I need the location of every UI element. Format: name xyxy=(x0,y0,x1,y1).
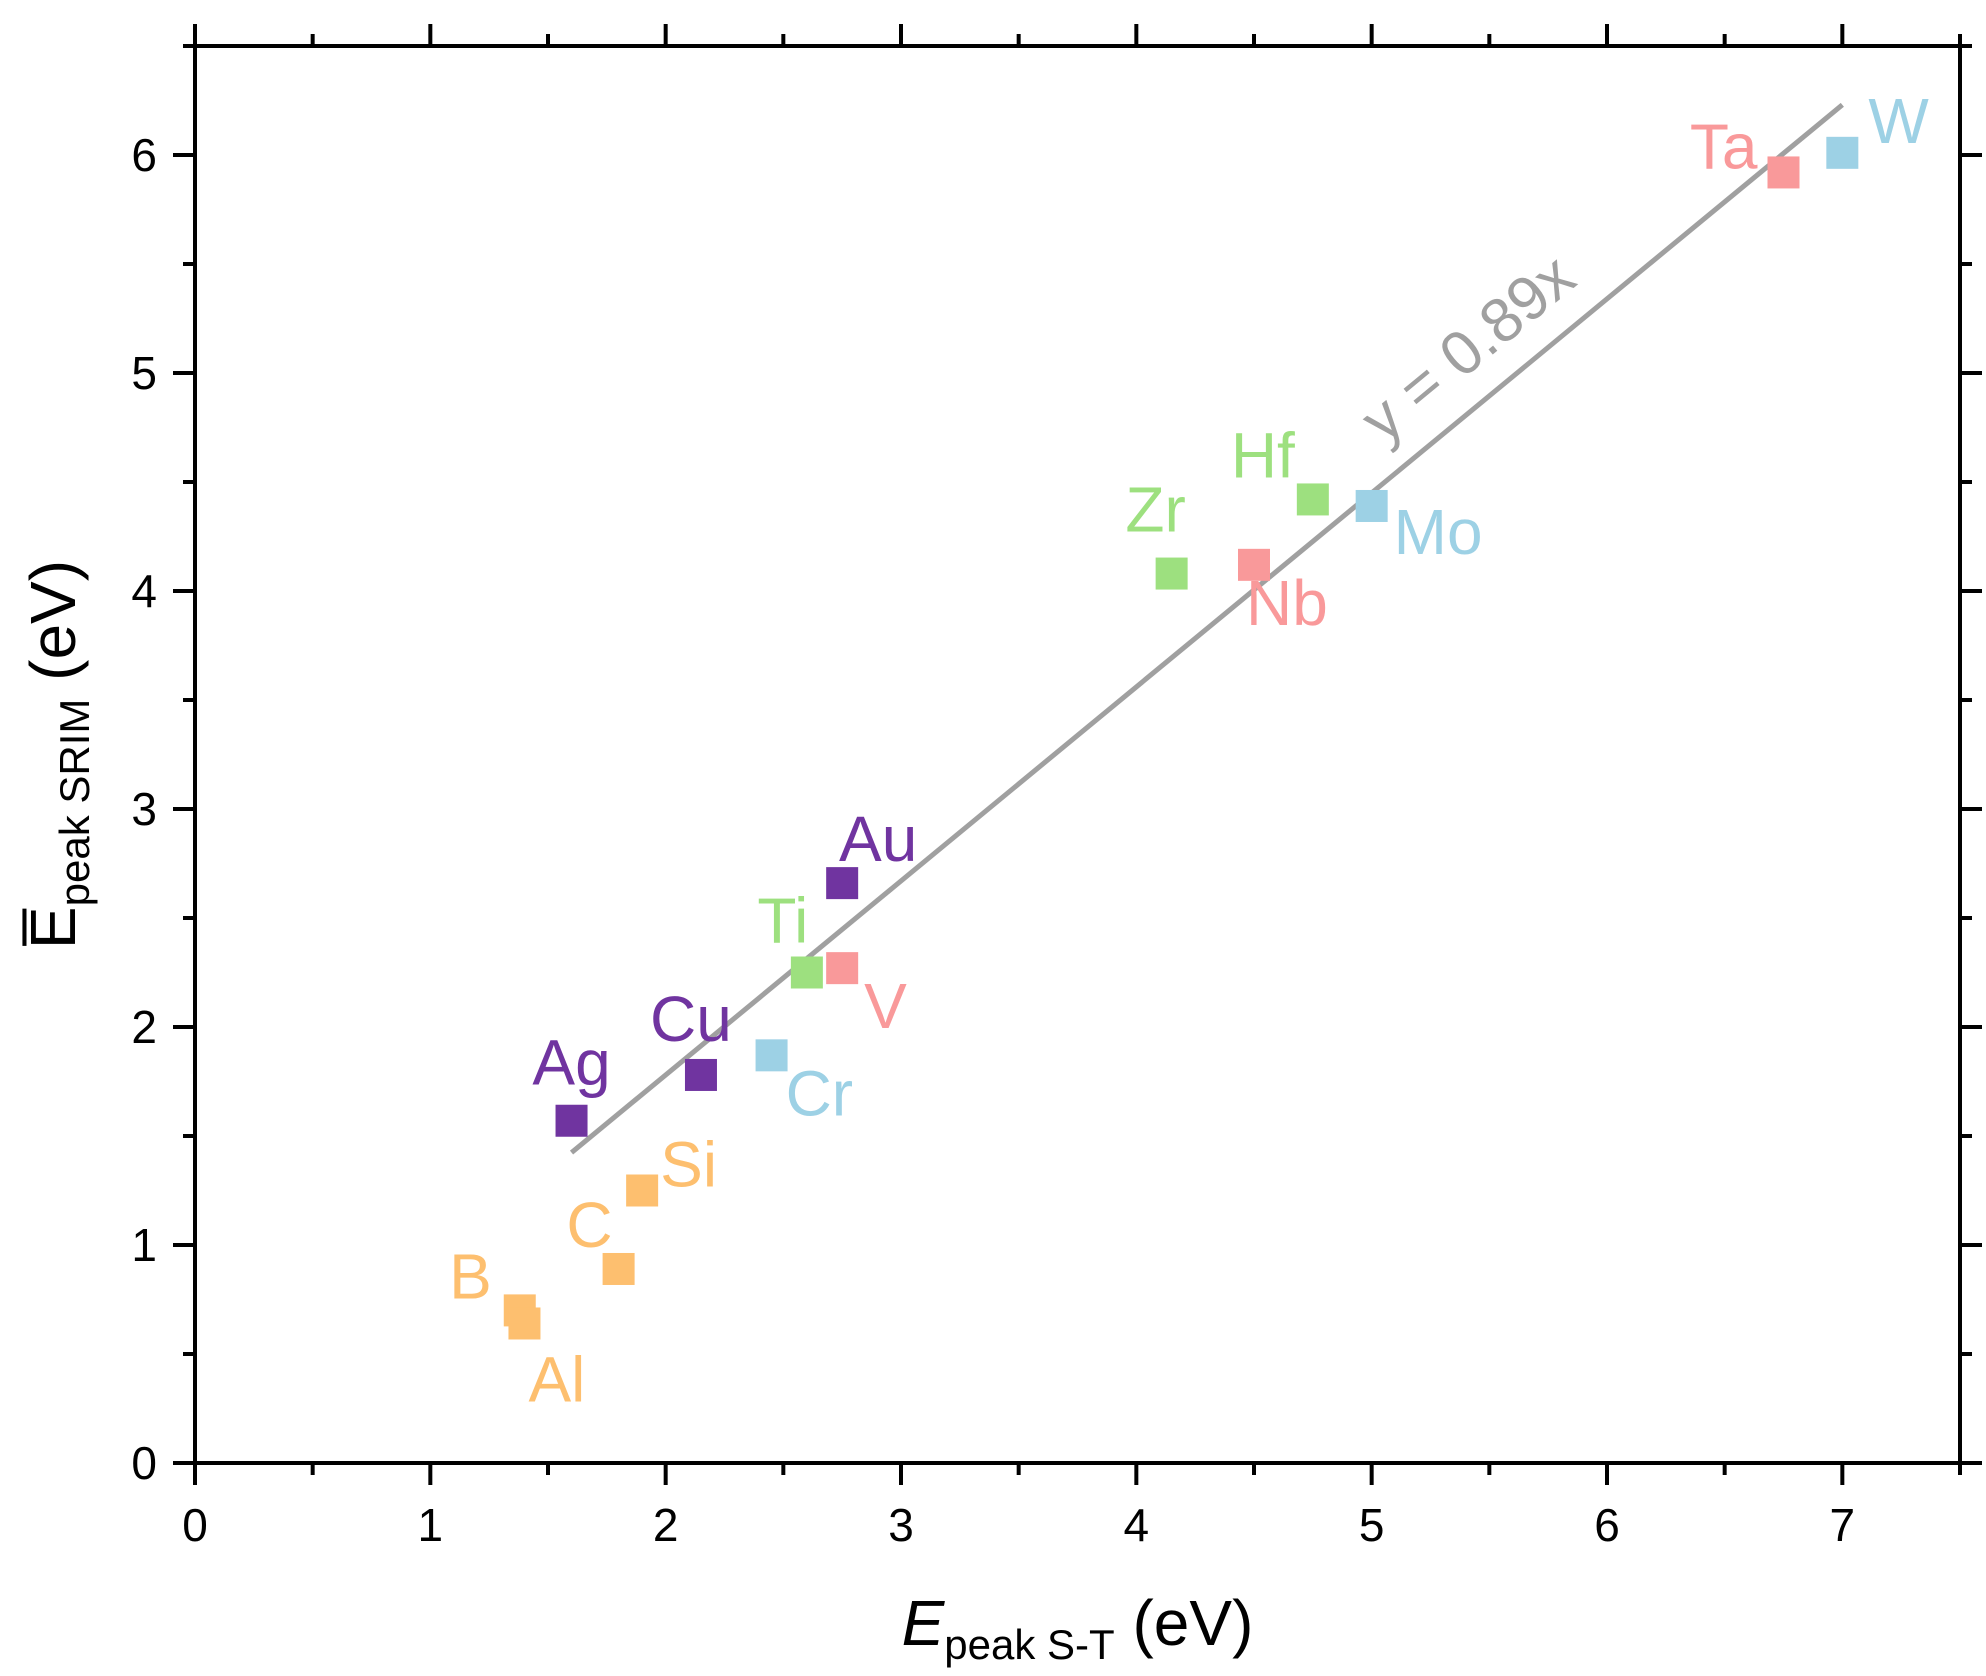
fit-line xyxy=(569,102,1844,1155)
data-point-mo xyxy=(1355,489,1388,522)
x-tick-label: 0 xyxy=(182,1499,208,1551)
point-label-v: V xyxy=(864,970,907,1042)
data-point-ta xyxy=(1767,156,1800,189)
point-label-w: W xyxy=(1868,85,1929,157)
x-axis-title-sub: peak S-T xyxy=(944,1621,1114,1668)
point-label-b: B xyxy=(449,1240,492,1312)
data-point-hf xyxy=(1296,483,1329,516)
point-label-hf: Hf xyxy=(1231,419,1295,491)
y-tick-label: 5 xyxy=(131,347,157,399)
x-axis-title-unit: (eV) xyxy=(1115,1587,1254,1659)
axis-ticks xyxy=(173,24,1982,1485)
y-tick-label: 0 xyxy=(131,1437,157,1489)
data-point-ti xyxy=(790,956,823,989)
data-point-zr xyxy=(1155,557,1188,590)
fit-line-group: y = 0.89x xyxy=(569,102,1844,1155)
data-points xyxy=(503,136,1859,1340)
x-tick-label: 4 xyxy=(1124,1499,1150,1551)
point-label-au: Au xyxy=(839,803,917,875)
point-label-al: Al xyxy=(528,1343,585,1415)
point-label-mo: Mo xyxy=(1394,496,1483,568)
data-point-c xyxy=(602,1252,635,1285)
x-tick-label: 6 xyxy=(1594,1499,1620,1551)
data-point-w xyxy=(1826,136,1859,169)
x-tick-label: 3 xyxy=(888,1499,914,1551)
data-point-nb xyxy=(1238,548,1270,581)
data-point-v xyxy=(826,952,859,985)
point-label-c: C xyxy=(566,1189,612,1261)
point-label-zr: Zr xyxy=(1125,474,1185,546)
point-labels: B Al C Si Ag Cu Au Cr Ti V Zr Nb Hf Mo Ta W xyxy=(449,85,1929,1416)
x-tick-label: 5 xyxy=(1359,1499,1385,1551)
point-label-cu: Cu xyxy=(650,983,732,1055)
point-label-cr: Cr xyxy=(786,1057,854,1129)
x-axis-title-main: E xyxy=(902,1587,946,1659)
y-tick-label: 1 xyxy=(131,1219,157,1271)
data-point-si xyxy=(626,1174,659,1207)
y-axis-title: E̅peak SRIM (eV) xyxy=(17,560,98,949)
point-label-nb: Nb xyxy=(1246,567,1328,639)
x-tick-labels: 0 1 2 3 4 5 6 7 xyxy=(182,1499,1855,1551)
point-label-ti: Ti xyxy=(757,885,808,957)
y-tick-label: 6 xyxy=(131,129,157,181)
y-axis-title-main: E̅ xyxy=(17,906,89,949)
y-tick-label: 2 xyxy=(131,1001,157,1053)
point-label-ta: Ta xyxy=(1690,110,1758,182)
data-point-cu xyxy=(684,1058,717,1091)
fit-equation-label: y = 0.89x xyxy=(1348,241,1587,455)
y-tick-labels: 0 1 2 3 4 5 6 xyxy=(131,129,157,1489)
point-label-si: Si xyxy=(660,1129,717,1201)
x-tick-label: 2 xyxy=(653,1499,679,1551)
x-tick-label: 7 xyxy=(1830,1499,1856,1551)
data-point-ag xyxy=(555,1104,588,1137)
data-point-au xyxy=(826,867,859,900)
x-axis-title: Epeak S-T (eV) xyxy=(902,1587,1254,1668)
y-tick-label: 4 xyxy=(131,565,157,617)
plot-frame xyxy=(193,44,1962,1465)
y-axis-title-unit: (eV) xyxy=(17,560,89,699)
y-tick-label: 3 xyxy=(131,783,157,835)
x-tick-label: 1 xyxy=(418,1499,444,1551)
point-label-ag: Ag xyxy=(532,1027,610,1099)
data-point-al xyxy=(508,1307,541,1340)
y-axis-title-sub: peak SRIM xyxy=(51,699,98,907)
data-point-cr xyxy=(755,1039,788,1072)
